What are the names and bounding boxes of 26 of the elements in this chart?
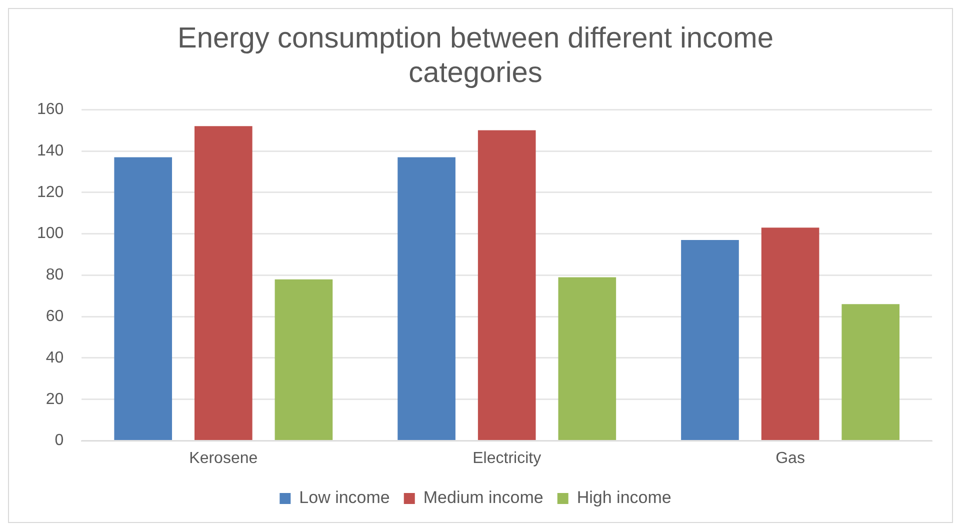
- legend-label: Low income: [299, 488, 390, 508]
- y-tick-label: 60: [46, 308, 64, 326]
- y-tick-label: 40: [46, 349, 64, 366]
- bar: [398, 157, 456, 440]
- bar: [274, 279, 333, 440]
- x-tick-label: Kerosene: [189, 450, 258, 467]
- x-tick-label: Gas: [776, 450, 805, 467]
- x-tick-label: Electricity: [472, 450, 542, 467]
- y-tick-label: 0: [54, 432, 64, 450]
- y-tick-label: 100: [36, 225, 64, 242]
- bar: [842, 304, 900, 440]
- y-tick-label: 140: [36, 142, 64, 160]
- bar: [478, 130, 536, 440]
- y-tick-label: 80: [46, 266, 64, 284]
- bar: [558, 277, 616, 440]
- bar: [681, 240, 739, 440]
- y-tick-label: 120: [36, 184, 64, 201]
- legend-label: High income: [576, 488, 672, 508]
- y-tick-label: 20: [46, 390, 64, 408]
- bar: [114, 157, 172, 440]
- text: categories: [408, 57, 542, 90]
- legend-label: Medium income: [423, 488, 544, 508]
- bar: [194, 126, 252, 440]
- text: Energy consumption between different income: [178, 22, 774, 54]
- y-tick-label: 160: [36, 101, 64, 118]
- bar: [761, 228, 820, 440]
